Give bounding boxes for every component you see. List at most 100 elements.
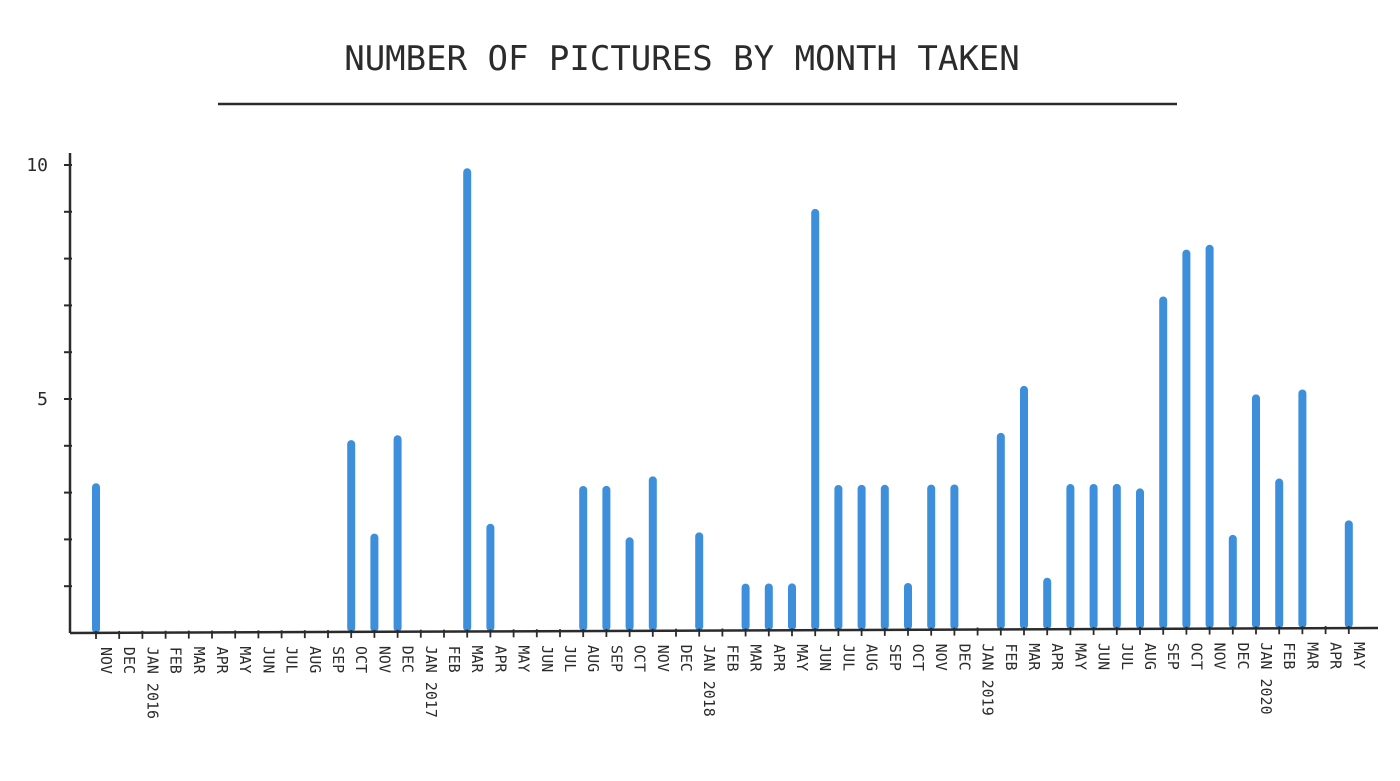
y-tick-label: 10 xyxy=(26,155,48,176)
bar xyxy=(857,484,866,630)
x-tick-label: JUL xyxy=(1118,643,1136,670)
bar xyxy=(695,532,704,631)
x-tick-label: MAY xyxy=(236,646,254,673)
bar xyxy=(1252,394,1260,629)
bar xyxy=(1066,484,1075,630)
x-tick-label: OCT xyxy=(1187,643,1205,670)
bar xyxy=(996,432,1005,630)
bar xyxy=(1112,483,1121,629)
bar xyxy=(92,483,100,633)
x-tick-label: APR xyxy=(1327,642,1345,670)
bar xyxy=(648,476,657,631)
x-tick-label: JUN xyxy=(1095,643,1113,670)
x-tick-label: MAR xyxy=(1303,642,1321,670)
x-tick-label: APR xyxy=(1048,643,1066,671)
bar xyxy=(1344,520,1353,628)
bar xyxy=(625,537,634,631)
bar xyxy=(904,582,912,630)
bar xyxy=(834,484,843,631)
bar xyxy=(1020,385,1028,630)
x-tick-label: AUG xyxy=(1141,643,1159,670)
x-tick-label: JAN 2018 xyxy=(700,645,718,717)
x-tick-label: MAR xyxy=(190,647,208,675)
x-tick-label: DEC xyxy=(677,645,695,672)
x-tick-label: OCT xyxy=(909,644,927,671)
x-tick-label: APR xyxy=(213,647,231,675)
x-tick-label: JUN xyxy=(538,645,556,672)
x-tick-label: APR xyxy=(770,644,788,672)
x-tick-label: AUG xyxy=(584,645,602,672)
bar xyxy=(927,484,936,630)
x-ticks-group: NOV DEC JAN 2016 FEB MAR APR MAY JUN JUL AUG SEP OC… xyxy=(95,626,1368,719)
x-tick-label: MAY xyxy=(515,645,533,672)
bar xyxy=(393,435,402,632)
x-tick-label: FEB xyxy=(167,647,185,674)
bar xyxy=(741,583,750,631)
x-tick-label: JUL xyxy=(839,644,857,671)
x-tick-label: MAY xyxy=(1350,642,1368,669)
x-tick-label: AUG xyxy=(863,644,881,671)
x-tick-label: JUN xyxy=(259,646,277,673)
bar xyxy=(1228,534,1237,629)
x-tick-label: NOV xyxy=(932,644,950,671)
x-tick-label: FEB xyxy=(445,646,463,673)
bar xyxy=(811,208,820,631)
x-tick-label: JAN 2019 xyxy=(979,643,997,715)
x-tick-label: NOV xyxy=(1211,643,1229,670)
x-tick-label: MAR xyxy=(1025,643,1043,671)
bar xyxy=(788,583,796,631)
x-tick-label: OCT xyxy=(352,646,370,673)
x-tick-label: MAY xyxy=(793,644,811,671)
x-tick-label: MAR xyxy=(747,644,765,672)
x-tick-label: MAR xyxy=(468,646,486,674)
y-ticks-group: 5 10 xyxy=(26,155,72,588)
x-tick-label: FEB xyxy=(1280,642,1298,669)
bar xyxy=(1275,478,1284,629)
axes-group xyxy=(68,153,1379,635)
x-tick-label: FEB xyxy=(723,645,741,672)
bar xyxy=(1205,244,1214,629)
x-tick-label: FEB xyxy=(1002,643,1020,670)
x-tick-label: OCT xyxy=(631,645,649,672)
x-tick-label: JUL xyxy=(283,646,301,673)
x-tick-label: SEP xyxy=(329,646,347,673)
x-tick-label: DEC xyxy=(1234,642,1252,669)
x-tick-label: SEP xyxy=(607,645,625,672)
x-tick-label: SEP xyxy=(886,644,904,671)
bar xyxy=(463,168,472,632)
x-tick-label: NOV xyxy=(375,646,393,673)
bar xyxy=(1136,488,1144,629)
x-tick-label: MAY xyxy=(1071,643,1089,670)
chart-title: NUMBER OF PICTURES BY MONTH TAKEN xyxy=(344,39,1020,79)
x-tick-label: JAN 2020 xyxy=(1257,642,1275,714)
x-tick-label: NOV xyxy=(97,647,115,674)
bar xyxy=(1298,389,1307,629)
bar xyxy=(347,440,356,632)
x-tick-label: JAN 2016 xyxy=(143,647,161,719)
bar xyxy=(1043,577,1052,630)
x-tick-label: AUG xyxy=(306,646,324,673)
x-axis-line xyxy=(69,626,1379,635)
x-tick-label: NOV xyxy=(654,645,672,672)
bar xyxy=(1159,296,1168,629)
x-tick-label: DEC xyxy=(399,646,417,673)
x-tick-label: JUN xyxy=(816,644,834,671)
x-tick-label: APR xyxy=(491,645,509,673)
bar xyxy=(1089,483,1098,630)
bar xyxy=(486,523,495,632)
bar xyxy=(764,583,773,631)
bar xyxy=(370,533,379,632)
x-tick-label: SEP xyxy=(1164,643,1182,670)
x-tick-label: JAN 2017 xyxy=(422,646,440,718)
bars-group xyxy=(92,168,1353,633)
bar xyxy=(1182,249,1191,629)
bar xyxy=(880,484,889,630)
bar xyxy=(950,484,959,630)
x-tick-label: DEC xyxy=(955,644,973,671)
bar xyxy=(579,485,588,632)
y-tick-label: 5 xyxy=(37,389,48,410)
x-tick-label: JUL xyxy=(561,645,579,672)
bar xyxy=(602,485,611,631)
